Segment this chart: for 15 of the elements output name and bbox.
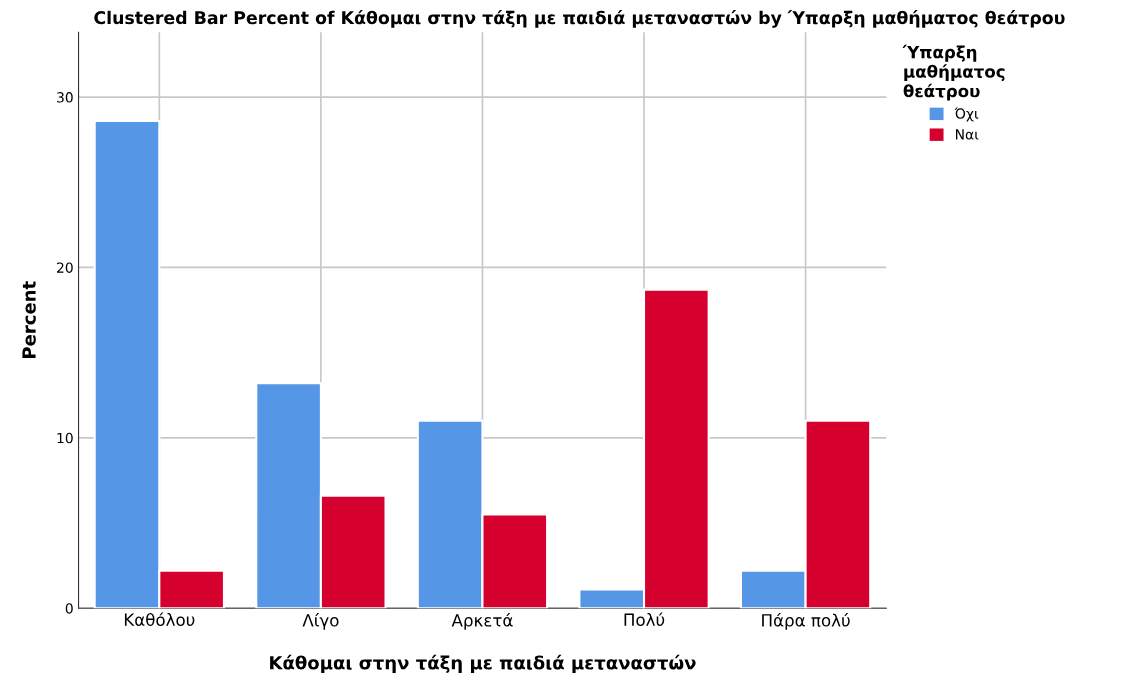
x-tick-label: Πάρα πολύ [762,613,850,630]
x-axis-title: Κάθομαι στην τάξη με παιδιά μεταναστών [270,654,696,674]
x-tick-label: Καθόλου [124,612,195,626]
y-tick-label: 30 [57,92,73,103]
y-axis-title: Percent [22,281,36,359]
y-tick-label: 0 [65,603,73,614]
legend-label: Ναι [956,129,979,140]
x-tick-label: Λίγο [302,613,339,630]
legend-label: Όχι [954,107,979,122]
x-tick-label: Αρκετά [451,613,513,630]
x-tick-label: Πολύ [624,612,665,626]
legend-title: Ύπαρξη μαθήματος θεάτρου [902,44,1005,101]
y-tick-label: 10 [57,432,73,444]
chart-title: Clustered Bar Percent of Κάθομαι στην τάξη με παιδιά μεταναστών by Ύπαρξη μαθήματος θεάτρου [94,10,1065,28]
y-tick-label: 20 [57,262,73,273]
